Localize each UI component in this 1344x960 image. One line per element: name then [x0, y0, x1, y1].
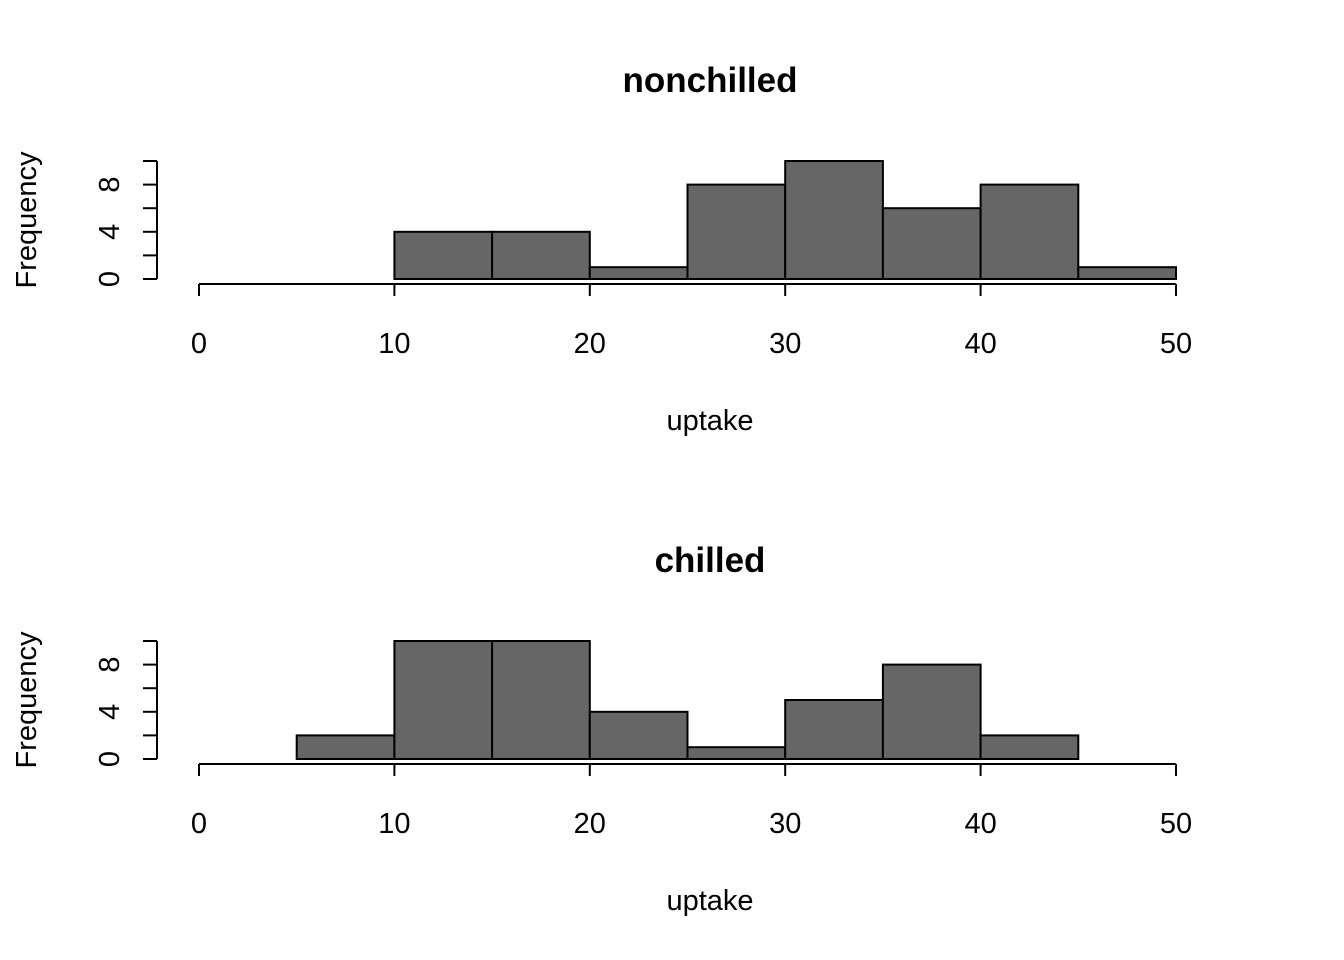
- x-tick-label: 10: [378, 328, 410, 360]
- x-tick-label: 20: [574, 808, 606, 840]
- x-tick-label: 30: [769, 808, 801, 840]
- histogram-bar: [979, 734, 1080, 761]
- x-tick-label: 10: [378, 808, 410, 840]
- panel-nonchilled: nonchilled Frequency uptake 0 10 20 30 40 50 …: [11, 61, 1192, 437]
- x-tick-label: 20: [574, 328, 606, 360]
- x-axis: 0 10 20 30 40 50: [191, 763, 1192, 840]
- y-axis-label: Frequency: [11, 151, 43, 289]
- x-tick-label: 0: [191, 808, 207, 840]
- histogram-bar: [784, 160, 884, 280]
- x-tick-label: 30: [769, 328, 801, 360]
- x-tick-label: 40: [964, 808, 996, 840]
- x-tick-label: 0: [191, 328, 207, 360]
- y-axis: 0 4 8: [94, 640, 158, 767]
- x-axis-label: uptake: [666, 885, 753, 917]
- histogram-bar: [393, 230, 494, 281]
- x-axis: 0 10 20 30 40 50: [191, 283, 1192, 360]
- chart-title: nonchilled: [623, 61, 798, 100]
- histogram-bar: [393, 640, 494, 760]
- x-tick-label: 40: [964, 328, 996, 360]
- y-tick-label: 8: [94, 657, 126, 673]
- y-tick-label: 8: [94, 177, 126, 193]
- histogram-bar: [784, 699, 884, 760]
- histogram-bar: [1077, 266, 1178, 281]
- bars: [295, 640, 1080, 761]
- bars: [393, 160, 1178, 281]
- histogram-bar: [588, 710, 689, 760]
- x-axis-label: uptake: [666, 405, 753, 437]
- histogram-bar: [686, 183, 787, 281]
- histogram-bar: [979, 183, 1080, 281]
- histogram-bar: [881, 207, 982, 280]
- chart-title: chilled: [655, 541, 766, 580]
- y-tick-label: 4: [94, 224, 126, 240]
- y-axis-label: Frequency: [11, 631, 43, 769]
- histogram-bar: [491, 230, 591, 281]
- x-tick-label: 50: [1160, 328, 1192, 360]
- histogram-bar: [491, 640, 591, 760]
- panel-chilled: chilled Frequency uptake 0 10 20 30 40 50 0 4 8: [11, 541, 1192, 917]
- histogram-bar: [881, 663, 982, 760]
- y-tick-label: 0: [94, 751, 126, 767]
- y-tick-label: 0: [94, 271, 126, 287]
- x-tick-label: 50: [1160, 808, 1192, 840]
- y-axis: 0 4 8: [94, 160, 158, 287]
- histogram-bar: [588, 266, 689, 281]
- histogram-bar: [295, 734, 396, 761]
- histogram-bar: [686, 746, 787, 761]
- y-tick-label: 4: [94, 704, 126, 720]
